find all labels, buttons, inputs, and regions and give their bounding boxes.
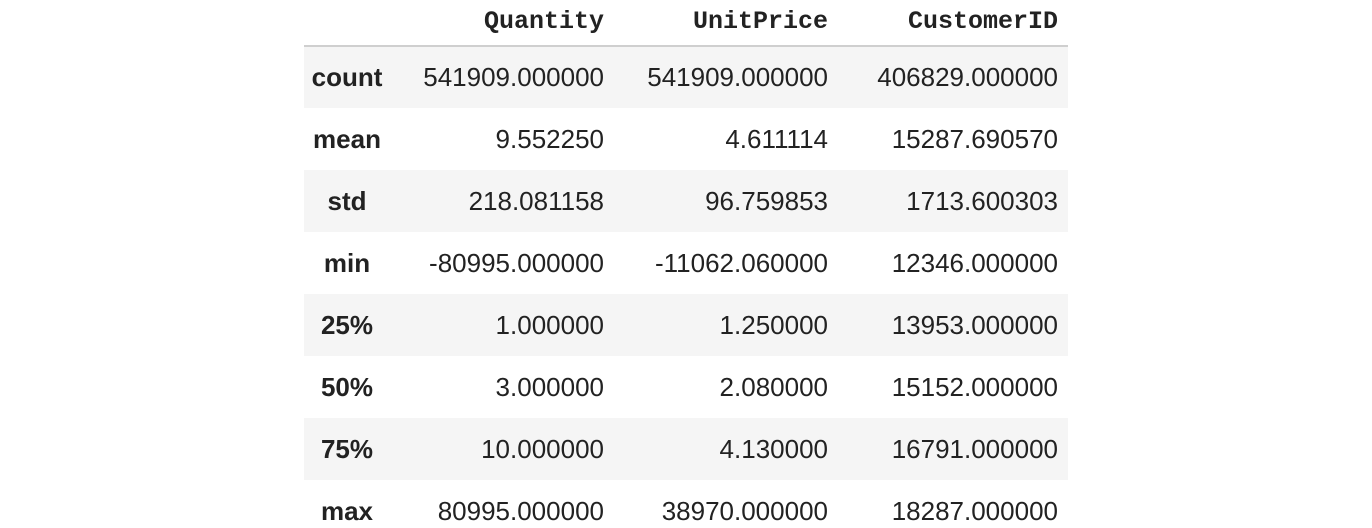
row-label: count bbox=[311, 62, 383, 92]
table-row: mean 9.552250 4.611114 15287.690570 bbox=[304, 108, 1068, 170]
customerid-cell: 16791.000000 bbox=[891, 433, 1058, 464]
row-label: 50% bbox=[320, 371, 374, 402]
quantity-cell: 80995.000000 bbox=[437, 495, 604, 526]
table-header: Quantity UnitPrice CustomerID bbox=[304, 0, 1068, 46]
dataframe-output: Quantity UnitPrice CustomerID count 5419… bbox=[304, 0, 1068, 528]
customerid-cell: 15287.690570 bbox=[891, 123, 1058, 154]
index-header bbox=[304, 0, 390, 46]
unitprice-cell: 4.611114 bbox=[725, 123, 828, 154]
column-header-customerid: CustomerID bbox=[907, 7, 1058, 36]
quantity-cell: 541909.000000 bbox=[423, 62, 604, 92]
row-label: std bbox=[327, 185, 367, 216]
quantity-cell: -80995.000000 bbox=[429, 247, 604, 278]
unitprice-cell: 1.250000 bbox=[719, 309, 828, 340]
table-row: 75% 10.000000 4.130000 16791.000000 bbox=[304, 418, 1068, 480]
table-body: count 541909.000000 541909.000000 406829… bbox=[304, 46, 1068, 528]
unitprice-cell: 38970.000000 bbox=[661, 495, 828, 526]
table-row: min -80995.000000 -11062.060000 12346.00… bbox=[304, 232, 1068, 294]
unitprice-cell: 4.130000 bbox=[719, 433, 828, 464]
table-row: max 80995.000000 38970.000000 18287.0000… bbox=[304, 480, 1068, 528]
customerid-cell: 1713.600303 bbox=[906, 185, 1058, 216]
quantity-cell: 9.552250 bbox=[495, 123, 604, 154]
header-row: Quantity UnitPrice CustomerID bbox=[304, 0, 1068, 46]
unitprice-cell: 96.759853 bbox=[705, 185, 828, 216]
row-label: max bbox=[320, 495, 374, 526]
row-label: 25% bbox=[320, 309, 374, 340]
customerid-cell: 406829.000000 bbox=[877, 62, 1058, 92]
quantity-cell: 1.000000 bbox=[495, 309, 604, 340]
customerid-cell: 12346.000000 bbox=[891, 247, 1058, 278]
table-row: 50% 3.000000 2.080000 15152.000000 bbox=[304, 356, 1068, 418]
table-row: std 218.081158 96.759853 1713.600303 bbox=[304, 170, 1068, 232]
quantity-cell: 218.081158 bbox=[468, 185, 604, 216]
column-header-quantity: Quantity bbox=[483, 7, 604, 36]
unitprice-cell: -11062.060000 bbox=[654, 247, 828, 278]
table-row: 25% 1.000000 1.250000 13953.000000 bbox=[304, 294, 1068, 356]
unitprice-cell: 541909.000000 bbox=[647, 62, 828, 92]
describe-table: Quantity UnitPrice CustomerID count 5419… bbox=[304, 0, 1068, 528]
customerid-cell: 18287.000000 bbox=[891, 495, 1058, 526]
quantity-cell: 10.000000 bbox=[481, 433, 604, 464]
table-row: count 541909.000000 541909.000000 406829… bbox=[304, 46, 1068, 108]
row-label: mean bbox=[313, 123, 381, 154]
customerid-cell: 15152.000000 bbox=[891, 371, 1058, 402]
row-label: 75% bbox=[320, 433, 374, 464]
column-header-unitprice: UnitPrice bbox=[692, 7, 828, 36]
quantity-cell: 3.000000 bbox=[495, 371, 604, 402]
row-label: min bbox=[323, 247, 371, 278]
unitprice-cell: 2.080000 bbox=[719, 371, 828, 402]
customerid-cell: 13953.000000 bbox=[891, 309, 1058, 340]
